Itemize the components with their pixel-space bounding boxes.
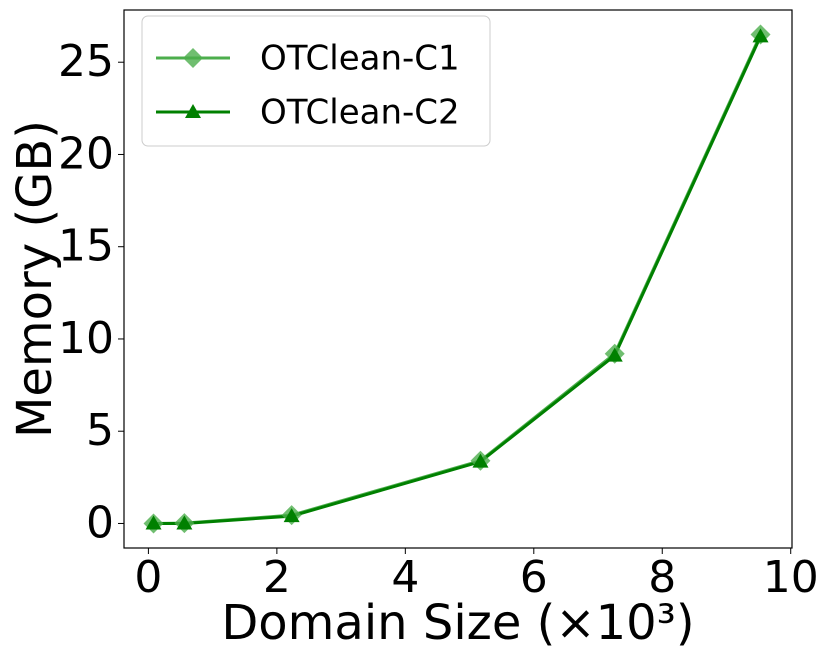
y-tick-label: 25 (58, 36, 114, 87)
legend-label: OTClean-C1 (260, 39, 460, 79)
y-tick-label: 5 (86, 405, 114, 456)
marker (183, 48, 203, 68)
x-tick-label: 6 (520, 552, 548, 603)
marker (185, 104, 201, 118)
legend-label: OTClean-C2 (260, 93, 460, 133)
y-tick-label: 15 (58, 221, 114, 272)
marker (176, 515, 193, 530)
y-tick-label: 0 (86, 497, 114, 548)
x-tick-label: 2 (263, 552, 291, 603)
x-tick-label: 0 (134, 552, 162, 603)
y-tick-label: 20 (58, 128, 114, 179)
y-axis-label: Memory (GB) (7, 120, 63, 438)
marker (752, 28, 769, 43)
marker (606, 347, 623, 362)
x-tick-label: 4 (391, 552, 419, 603)
marker (472, 453, 489, 468)
x-tick-label: 8 (648, 552, 676, 603)
marker (283, 508, 300, 523)
y-tick-label: 10 (58, 313, 114, 364)
plot-frame (123, 9, 793, 549)
x-axis-label: Domain Size (×10³) (221, 595, 694, 651)
x-tick-label: 10 (763, 552, 819, 603)
marker (145, 515, 162, 530)
